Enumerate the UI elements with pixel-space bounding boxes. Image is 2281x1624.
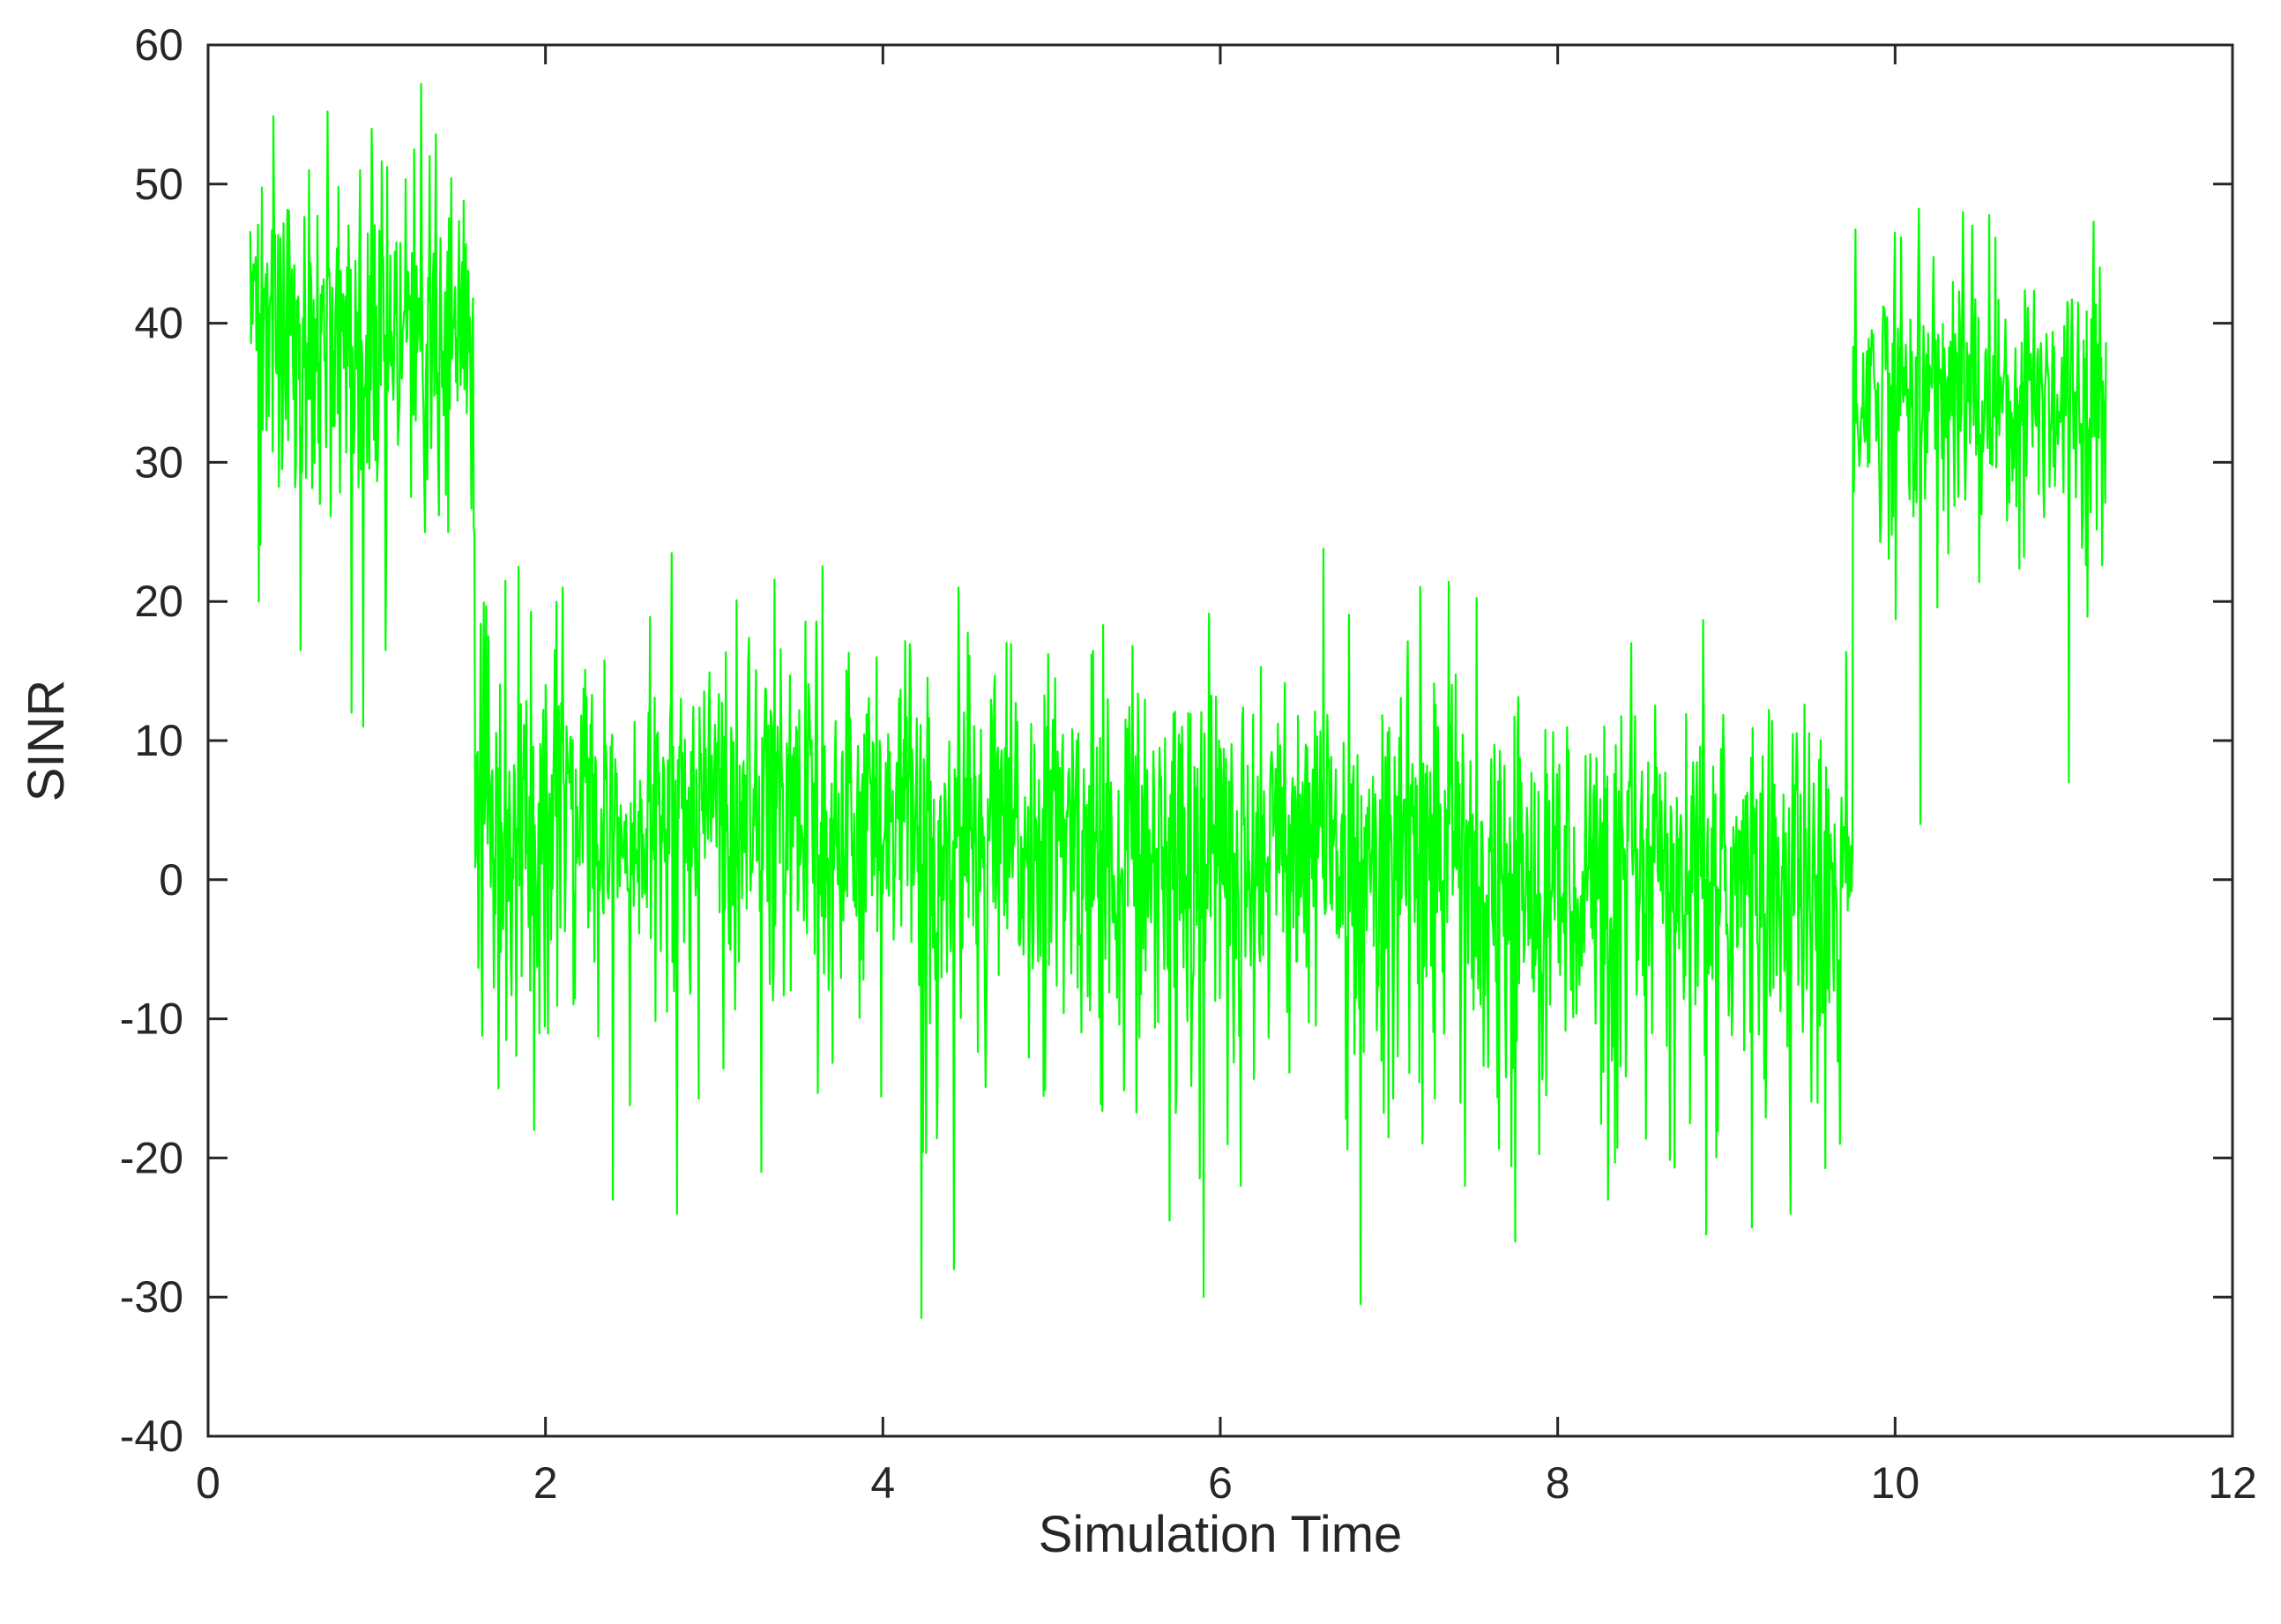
y-axis-title: SINR (18, 680, 75, 802)
ticks-layer: 0 2 4 6 8 10 12 -40 -30 -20 -10 0 10 20 30 40 50 60 (120, 20, 2257, 1508)
x-tick-label: 2 (533, 1458, 558, 1508)
y-tick-label: -30 (120, 1272, 183, 1322)
x-tick-label: 6 (1208, 1458, 1233, 1508)
x-tick-label: 8 (1546, 1458, 1570, 1508)
x-tick-label: 4 (870, 1458, 895, 1508)
y-tick-label: 40 (134, 299, 183, 348)
x-tick-label: 10 (1871, 1458, 1920, 1508)
y-tick-label: -40 (120, 1412, 183, 1461)
x-tick-label: 12 (2208, 1458, 2257, 1508)
y-tick-label: 10 (134, 716, 183, 765)
y-tick-label: 60 (134, 20, 183, 70)
y-tick-label: -20 (120, 1133, 183, 1182)
series-layer (249, 82, 2107, 1319)
y-tick-label: 0 (159, 855, 183, 905)
y-tick-label: 30 (134, 437, 183, 487)
y-tick-label: 50 (134, 160, 183, 209)
x-axis-title: Simulation Time (1039, 1506, 1403, 1563)
x-tick-label: 0 (196, 1458, 220, 1508)
sinr-series-line (249, 82, 2107, 1319)
y-tick-label: -10 (120, 995, 183, 1044)
y-tick-label: 20 (134, 577, 183, 626)
